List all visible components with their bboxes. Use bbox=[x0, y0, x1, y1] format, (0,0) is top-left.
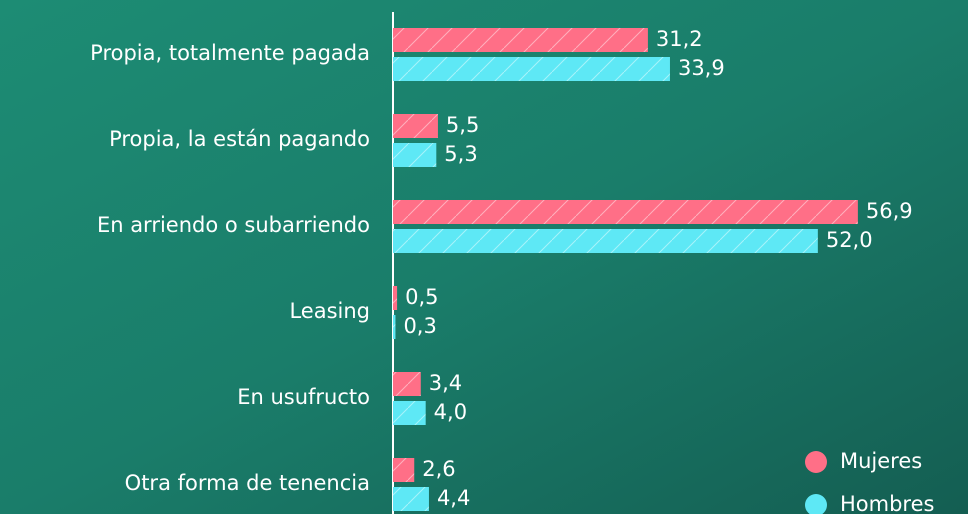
bar bbox=[393, 57, 670, 81]
bar bbox=[393, 114, 438, 138]
bar bbox=[393, 28, 648, 52]
bar bbox=[393, 458, 415, 482]
bar bbox=[393, 487, 429, 511]
value-label: 52,0 bbox=[826, 228, 873, 252]
bar bbox=[393, 372, 421, 396]
category-label: Propia, totalmente pagada bbox=[90, 41, 370, 65]
value-label: 33,9 bbox=[678, 56, 725, 80]
legend-swatch bbox=[805, 494, 827, 514]
value-label: 31,2 bbox=[656, 27, 703, 51]
bar bbox=[393, 229, 818, 253]
value-label: 4,4 bbox=[437, 486, 470, 510]
bar bbox=[393, 401, 426, 425]
value-label: 0,3 bbox=[403, 314, 436, 338]
value-label: 2,6 bbox=[422, 457, 455, 481]
value-label: 5,3 bbox=[444, 142, 477, 166]
value-label: 4,0 bbox=[434, 400, 467, 424]
category-label: Propia, la están pagando bbox=[109, 127, 370, 151]
bar bbox=[393, 200, 858, 224]
bar bbox=[393, 315, 396, 339]
value-label: 56,9 bbox=[866, 199, 913, 223]
category-label: En usufructo bbox=[237, 385, 370, 409]
value-label: 0,5 bbox=[405, 285, 438, 309]
bar bbox=[393, 286, 398, 310]
legend-label: Hombres bbox=[840, 492, 934, 514]
bar bbox=[393, 143, 437, 167]
category-label: En arriendo o subarriendo bbox=[97, 213, 370, 237]
value-label: 5,5 bbox=[446, 113, 479, 137]
legend-swatch bbox=[805, 451, 827, 473]
value-label: 3,4 bbox=[429, 371, 462, 395]
category-label: Otra forma de tenencia bbox=[125, 471, 370, 495]
legend-label: Mujeres bbox=[840, 449, 922, 473]
category-label: Leasing bbox=[289, 299, 370, 323]
